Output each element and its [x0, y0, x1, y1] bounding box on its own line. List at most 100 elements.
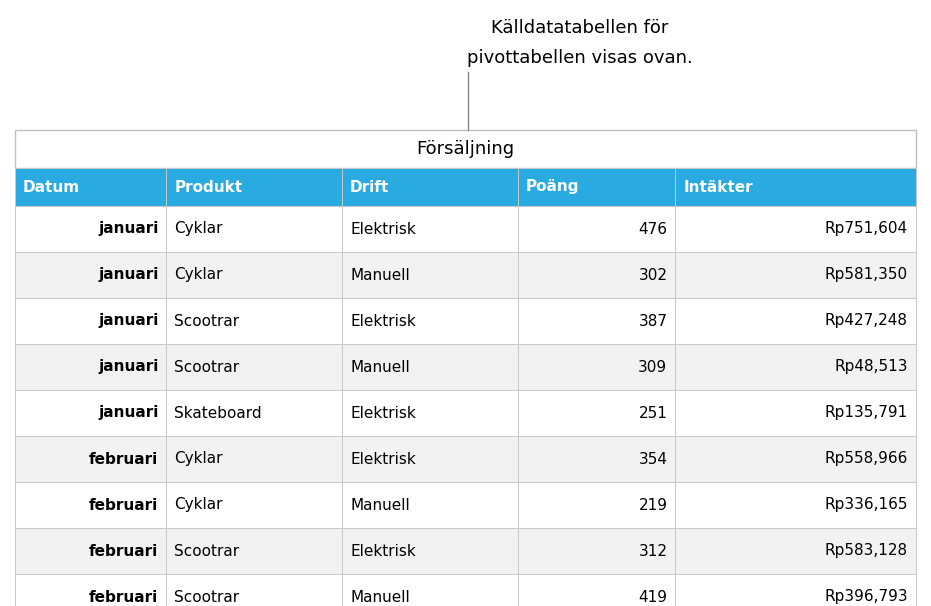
Bar	[342, 574, 518, 606]
Bar	[518, 528, 675, 574]
Text: Drift: Drift	[350, 179, 389, 195]
Text: Rp336,165: Rp336,165	[825, 498, 908, 513]
Bar	[342, 298, 518, 344]
Bar	[518, 206, 675, 252]
Text: Cyklar: Cyklar	[174, 451, 223, 467]
Text: Rp396,793: Rp396,793	[824, 590, 908, 605]
Text: Rp751,604: Rp751,604	[825, 222, 908, 236]
Bar	[167, 436, 342, 482]
Text: Manuell: Manuell	[350, 590, 410, 605]
Text: Manuell: Manuell	[350, 267, 410, 282]
Bar	[518, 168, 675, 206]
Bar	[342, 206, 518, 252]
Text: 309: 309	[639, 359, 668, 375]
Bar	[675, 168, 916, 206]
Bar	[342, 482, 518, 528]
Text: Manuell: Manuell	[350, 359, 410, 375]
Bar	[675, 252, 916, 298]
Text: januari: januari	[98, 313, 158, 328]
Bar	[15, 390, 167, 436]
Text: Produkt: Produkt	[174, 179, 242, 195]
Bar	[342, 436, 518, 482]
Bar	[15, 528, 167, 574]
Text: Scootrar: Scootrar	[174, 313, 239, 328]
Bar	[167, 168, 342, 206]
Text: Rp583,128: Rp583,128	[825, 544, 908, 559]
Text: Scootrar: Scootrar	[174, 359, 239, 375]
Text: Elektrisk: Elektrisk	[350, 451, 416, 467]
Bar	[15, 252, 167, 298]
Bar	[675, 298, 916, 344]
Text: januari: januari	[98, 359, 158, 375]
Bar	[167, 528, 342, 574]
Text: Försäljning: Försäljning	[416, 140, 515, 158]
Text: Scootrar: Scootrar	[174, 544, 239, 559]
Bar	[675, 390, 916, 436]
Text: Elektrisk: Elektrisk	[350, 222, 416, 236]
Bar	[342, 528, 518, 574]
Text: Elektrisk: Elektrisk	[350, 405, 416, 421]
Bar	[675, 482, 916, 528]
Bar	[518, 344, 675, 390]
Bar	[167, 252, 342, 298]
Bar	[15, 482, 167, 528]
Bar	[167, 574, 342, 606]
Text: Källdatatabellen för: Källdatatabellen för	[492, 19, 668, 37]
Text: Rp581,350: Rp581,350	[825, 267, 908, 282]
Bar	[518, 252, 675, 298]
Bar	[675, 344, 916, 390]
Bar	[167, 390, 342, 436]
Bar	[518, 390, 675, 436]
Text: Skateboard: Skateboard	[174, 405, 262, 421]
Bar	[15, 436, 167, 482]
Text: januari: januari	[98, 405, 158, 421]
Bar	[15, 574, 167, 606]
Bar	[342, 252, 518, 298]
Text: Rp427,248: Rp427,248	[825, 313, 908, 328]
Text: Cyklar: Cyklar	[174, 498, 223, 513]
Bar	[518, 574, 675, 606]
Bar	[167, 206, 342, 252]
Bar	[518, 482, 675, 528]
Text: februari: februari	[89, 498, 158, 513]
Text: Manuell: Manuell	[350, 498, 410, 513]
Text: Poäng: Poäng	[526, 179, 579, 195]
Bar	[167, 298, 342, 344]
Text: Cyklar: Cyklar	[174, 267, 223, 282]
Text: 302: 302	[639, 267, 668, 282]
Bar	[167, 482, 342, 528]
Bar	[518, 298, 675, 344]
Bar	[15, 298, 167, 344]
Text: 251: 251	[639, 405, 668, 421]
Text: januari: januari	[98, 267, 158, 282]
Text: Rp558,966: Rp558,966	[825, 451, 908, 467]
Bar	[518, 436, 675, 482]
Text: 219: 219	[639, 498, 668, 513]
Bar	[15, 344, 167, 390]
Bar	[342, 390, 518, 436]
Text: februari: februari	[89, 451, 158, 467]
Text: Scootrar: Scootrar	[174, 590, 239, 605]
Bar	[15, 206, 167, 252]
Text: 354: 354	[639, 451, 668, 467]
Text: februari: februari	[89, 590, 158, 605]
Text: pivottabellen visas ovan.: pivottabellen visas ovan.	[467, 49, 693, 67]
Bar	[675, 206, 916, 252]
Bar	[675, 574, 916, 606]
Text: 312: 312	[639, 544, 668, 559]
Text: Elektrisk: Elektrisk	[350, 544, 416, 559]
Bar	[167, 344, 342, 390]
Bar	[342, 168, 518, 206]
Text: Elektrisk: Elektrisk	[350, 313, 416, 328]
Text: januari: januari	[98, 222, 158, 236]
Text: Rp135,791: Rp135,791	[825, 405, 908, 421]
Bar	[342, 344, 518, 390]
Text: 419: 419	[639, 590, 668, 605]
Bar	[675, 528, 916, 574]
Text: 387: 387	[639, 313, 668, 328]
Bar	[15, 168, 167, 206]
Text: Datum: Datum	[23, 179, 80, 195]
Bar	[15, 130, 916, 168]
Text: Intäkter: Intäkter	[683, 179, 753, 195]
Text: Rp48,513: Rp48,513	[834, 359, 908, 375]
